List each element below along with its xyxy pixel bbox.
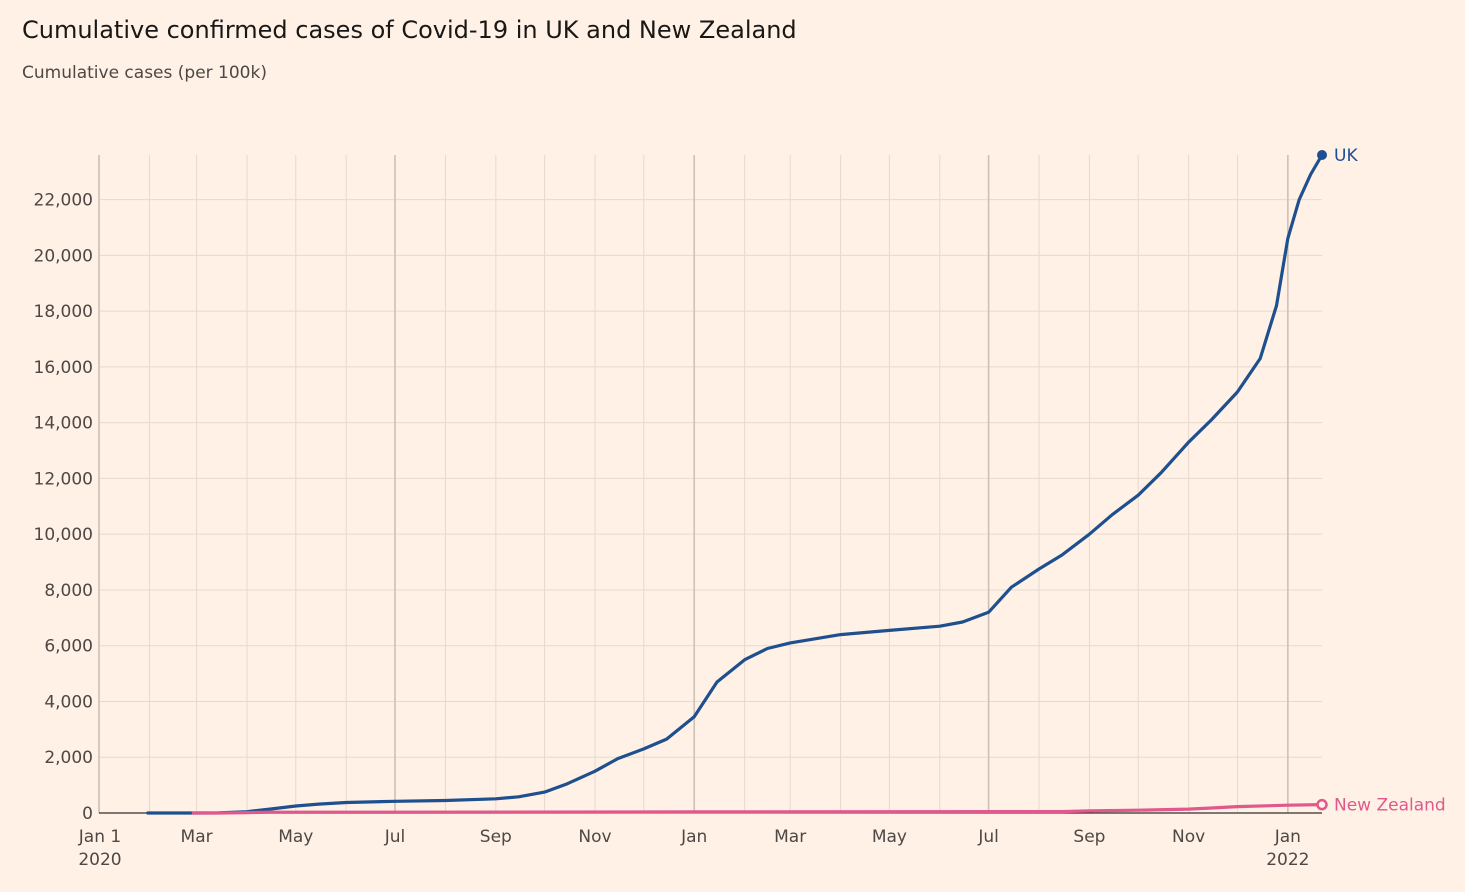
chart-title: Cumulative confirmed cases of Covid-19 i… (22, 16, 797, 44)
x-tick-label: Jan (1274, 827, 1301, 847)
series-line-new-zealand (191, 803, 1324, 815)
x-tick-label: Jul (977, 827, 999, 847)
x-tick-label: Nov (578, 827, 611, 847)
y-tick-label: 0 (82, 804, 93, 824)
y-tick-label: 10,000 (34, 525, 93, 545)
series-line-uk (146, 153, 1324, 815)
y-tick-label: 18,000 (34, 302, 93, 322)
x-tick-label: Mar (181, 827, 213, 847)
series-label-uk: UK (1334, 146, 1358, 166)
x-tick-label: Mar (774, 827, 806, 847)
label-layer: 0 2,000 4,000 6,000 8,000 10,000 12,000 14,000 1… (34, 146, 1446, 870)
series-end-marker-uk (1317, 150, 1327, 160)
x-tick-label: Jan (680, 827, 707, 847)
x-tick-sublabel: 2022 (1266, 850, 1309, 870)
grid-layer (98, 155, 1322, 813)
chart-subtitle: Cumulative cases (per 100k) (22, 63, 267, 83)
y-tick-label: 22,000 (34, 191, 93, 211)
y-tick-label: 2,000 (44, 748, 93, 768)
y-tick-label: 6,000 (44, 637, 93, 657)
x-tick-label: May (278, 827, 313, 847)
x-tick-label: Jan 1 (78, 827, 121, 847)
y-tick-label: 14,000 (34, 414, 93, 434)
x-tick-sublabel: 2020 (78, 850, 121, 870)
x-tick-label: Sep (1073, 827, 1105, 847)
x-tick-label: Sep (480, 827, 512, 847)
y-tick-label: 4,000 (44, 692, 93, 712)
series-end-marker-new-zealand (1316, 798, 1328, 811)
y-tick-label: 20,000 (34, 246, 93, 266)
x-tick-label: Nov (1172, 827, 1205, 847)
series-layer (146, 150, 1328, 815)
x-tick-label: Jul (384, 827, 406, 847)
y-tick-label: 8,000 (44, 581, 93, 601)
x-tick-label: May (872, 827, 907, 847)
y-tick-label: 16,000 (34, 358, 93, 378)
series-label-new-zealand: New Zealand (1334, 796, 1446, 816)
y-tick-label: 12,000 (34, 469, 93, 489)
